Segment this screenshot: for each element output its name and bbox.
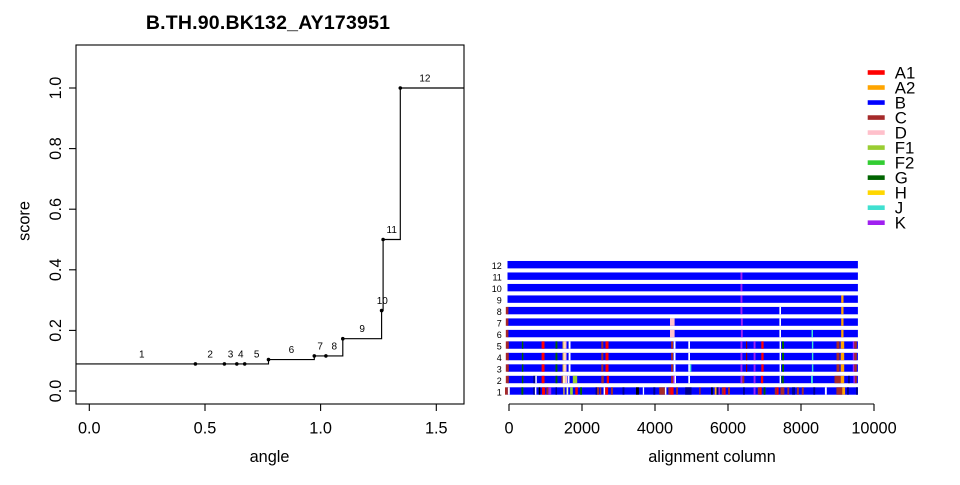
svg-text:A1: A1 xyxy=(895,63,916,82)
svg-text:J: J xyxy=(895,199,903,218)
svg-text:0: 0 xyxy=(504,420,513,438)
svg-text:0.6: 0.6 xyxy=(47,198,65,221)
svg-text:10: 10 xyxy=(377,296,389,307)
svg-text:6: 6 xyxy=(497,330,502,340)
svg-text:2: 2 xyxy=(497,376,502,386)
svg-text:0.8: 0.8 xyxy=(47,137,65,160)
svg-text:7: 7 xyxy=(497,318,502,328)
svg-text:0.4: 0.4 xyxy=(47,258,65,281)
svg-text:1: 1 xyxy=(497,387,502,397)
svg-text:9: 9 xyxy=(359,324,365,335)
svg-text:angle: angle xyxy=(250,448,290,466)
svg-text:11: 11 xyxy=(492,272,501,282)
svg-text:4: 4 xyxy=(238,349,244,360)
svg-text:1.0: 1.0 xyxy=(309,420,332,438)
svg-text:H: H xyxy=(895,184,907,203)
svg-text:0.2: 0.2 xyxy=(47,319,65,342)
svg-text:12: 12 xyxy=(419,74,431,85)
svg-text:4: 4 xyxy=(497,353,502,363)
svg-text:A2: A2 xyxy=(895,78,916,97)
svg-text:3: 3 xyxy=(228,349,234,360)
svg-text:1.0: 1.0 xyxy=(47,77,65,100)
svg-text:0.0: 0.0 xyxy=(47,380,65,403)
svg-text:B.TH.90.BK132_AY173951: B.TH.90.BK132_AY173951 xyxy=(146,12,390,34)
svg-text:B: B xyxy=(895,93,906,112)
svg-text:12: 12 xyxy=(492,261,502,271)
svg-text:6000: 6000 xyxy=(710,420,746,438)
svg-text:4000: 4000 xyxy=(637,420,673,438)
svg-text:11: 11 xyxy=(387,225,398,236)
svg-text:C: C xyxy=(895,108,907,127)
svg-text:8: 8 xyxy=(332,341,338,352)
svg-text:3: 3 xyxy=(497,364,502,374)
svg-text:6: 6 xyxy=(289,345,295,356)
svg-text:D: D xyxy=(895,123,907,142)
svg-text:2: 2 xyxy=(207,349,213,360)
svg-text:1: 1 xyxy=(139,349,145,360)
svg-text:7: 7 xyxy=(317,341,323,352)
svg-text:score: score xyxy=(16,201,34,241)
svg-text:10000: 10000 xyxy=(851,420,896,438)
svg-text:8: 8 xyxy=(497,307,502,317)
svg-text:G: G xyxy=(895,169,908,188)
svg-text:F1: F1 xyxy=(895,139,915,158)
svg-text:5: 5 xyxy=(497,341,502,351)
svg-text:5: 5 xyxy=(254,349,260,360)
svg-text:8000: 8000 xyxy=(783,420,819,438)
svg-text:F2: F2 xyxy=(895,154,915,173)
svg-text:10: 10 xyxy=(492,284,502,294)
svg-text:0.0: 0.0 xyxy=(78,420,101,438)
svg-text:2000: 2000 xyxy=(564,420,600,438)
svg-text:alignment column: alignment column xyxy=(648,448,776,466)
svg-text:9: 9 xyxy=(497,295,502,305)
svg-text:1.5: 1.5 xyxy=(425,420,448,438)
svg-text:K: K xyxy=(895,214,906,233)
svg-text:0.5: 0.5 xyxy=(194,420,217,438)
